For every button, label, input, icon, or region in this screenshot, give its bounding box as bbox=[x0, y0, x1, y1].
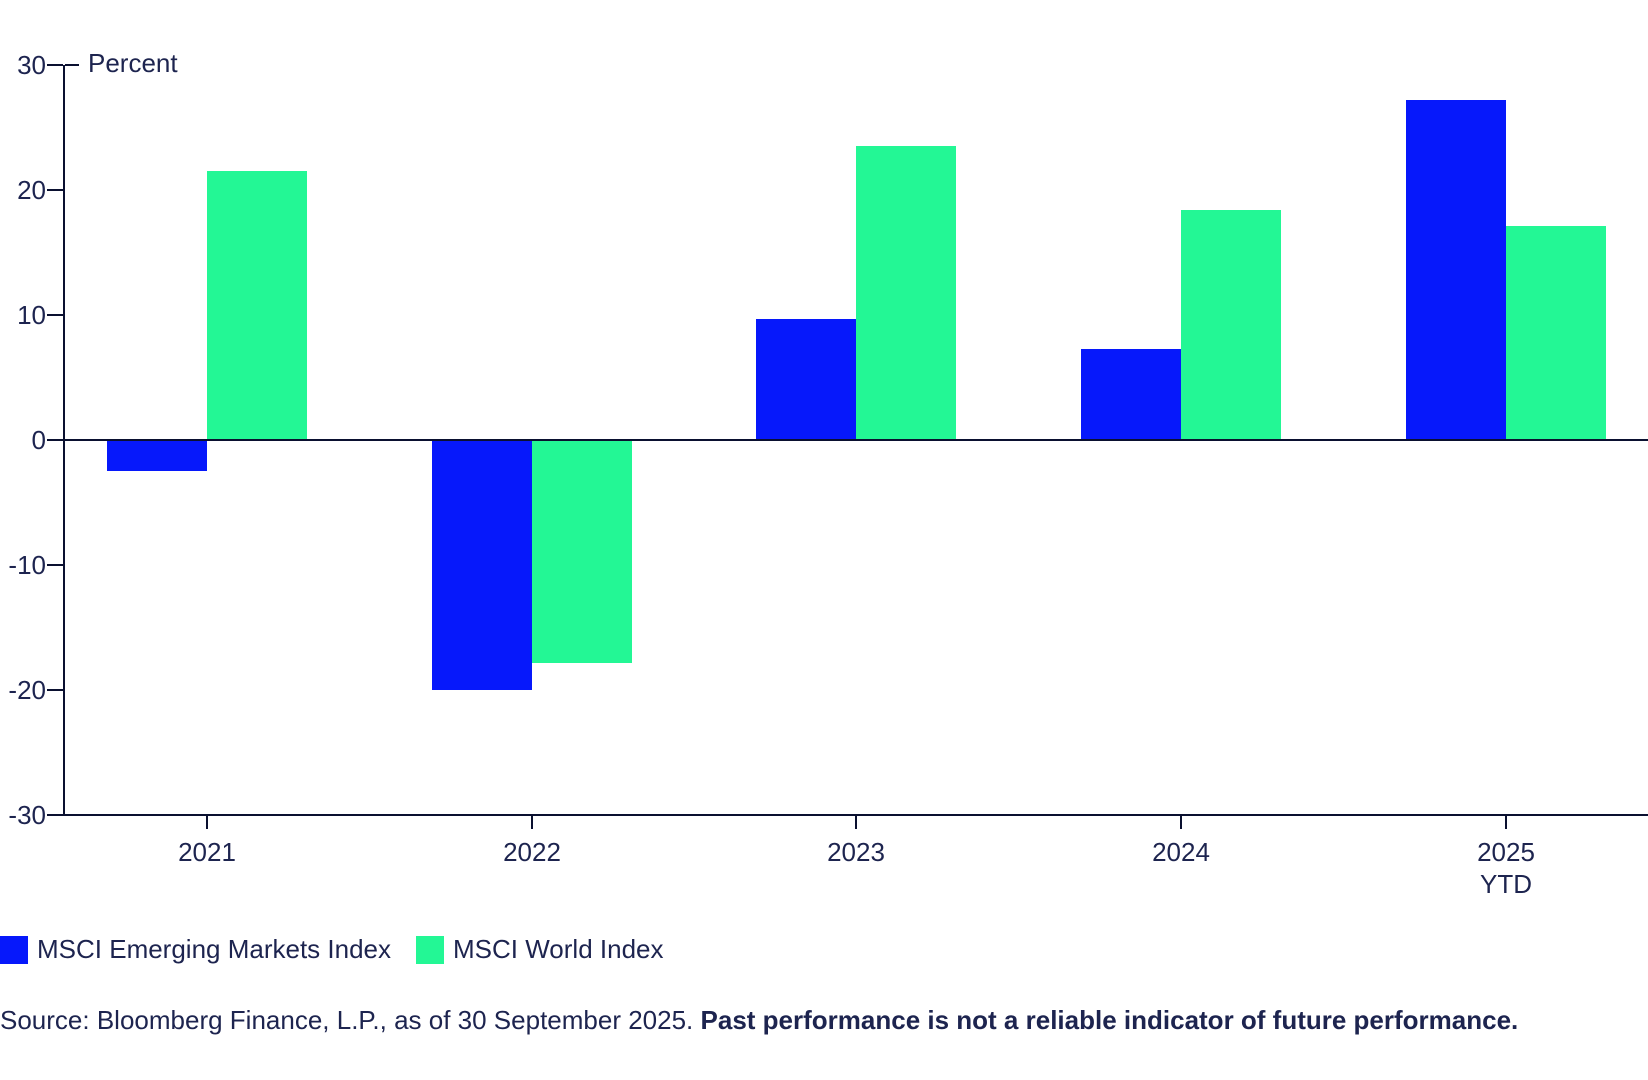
legend-label-emerging-markets: MSCI Emerging Markets Index bbox=[37, 934, 392, 964]
y-axis-top-tick bbox=[65, 64, 79, 66]
source-note-disclaimer: Past performance is not a reliable indic… bbox=[700, 1005, 1519, 1035]
legend: MSCI Emerging Markets Index MSCI World I… bbox=[0, 934, 664, 965]
x-axis-tick-label: 2021 bbox=[178, 837, 236, 867]
y-axis-tick-label: -30 bbox=[8, 800, 46, 830]
y-axis-tick-label: 0 bbox=[31, 425, 46, 455]
y-axis-tick bbox=[47, 564, 63, 566]
bar-emerging-markets-2024 bbox=[1081, 348, 1181, 440]
bar-world-2021 bbox=[207, 171, 307, 440]
y-axis-tick bbox=[47, 689, 63, 691]
legend-label-world: MSCI World Index bbox=[453, 934, 664, 964]
x-axis-tick bbox=[531, 816, 533, 829]
bar-world-2023 bbox=[856, 146, 956, 440]
legend-item-emerging-markets: MSCI Emerging Markets Index bbox=[0, 934, 391, 965]
bar-world-2025 bbox=[1506, 226, 1606, 440]
y-axis-unit-label: Percent bbox=[88, 48, 178, 78]
y-axis-tick bbox=[47, 189, 63, 191]
bar-world-2022 bbox=[532, 440, 632, 663]
x-axis-tick bbox=[855, 816, 857, 829]
x-axis-line bbox=[63, 814, 1648, 816]
bar-emerging-markets-2021 bbox=[107, 440, 207, 472]
y-axis-tick bbox=[47, 439, 63, 441]
x-axis-tick-label: 2024 bbox=[1152, 837, 1210, 867]
x-axis-tick bbox=[206, 816, 208, 829]
bar-emerging-markets-2025 bbox=[1406, 100, 1506, 440]
x-axis-tick bbox=[1505, 816, 1507, 829]
zero-line bbox=[63, 439, 1648, 441]
y-axis-tick-label: -20 bbox=[8, 675, 46, 705]
bar-world-2024 bbox=[1181, 210, 1281, 440]
x-axis-tick-label: 2025 YTD bbox=[1477, 837, 1535, 899]
source-note: Source: Bloomberg Finance, L.P., as of 3… bbox=[0, 1005, 1518, 1036]
legend-item-world: MSCI World Index bbox=[416, 934, 664, 965]
y-axis-tick-label: 30 bbox=[17, 50, 46, 80]
y-axis-tick-label: 10 bbox=[17, 300, 46, 330]
bar-emerging-markets-2022 bbox=[432, 440, 532, 690]
source-note-text: Source: Bloomberg Finance, L.P., as of 3… bbox=[0, 1005, 701, 1035]
y-axis-tick-label: 20 bbox=[17, 175, 46, 205]
y-axis-tick bbox=[47, 314, 63, 316]
x-axis-tick-label: 2022 bbox=[503, 837, 561, 867]
x-axis-tick bbox=[1180, 816, 1182, 829]
y-axis-tick-label: -10 bbox=[8, 550, 46, 580]
y-axis-tick bbox=[47, 64, 63, 66]
y-axis-tick bbox=[47, 814, 63, 816]
legend-swatch-world bbox=[416, 935, 445, 964]
x-axis-tick-label: 2023 bbox=[827, 837, 885, 867]
legend-swatch-emerging-markets bbox=[0, 935, 28, 964]
bar-emerging-markets-2023 bbox=[756, 318, 856, 440]
